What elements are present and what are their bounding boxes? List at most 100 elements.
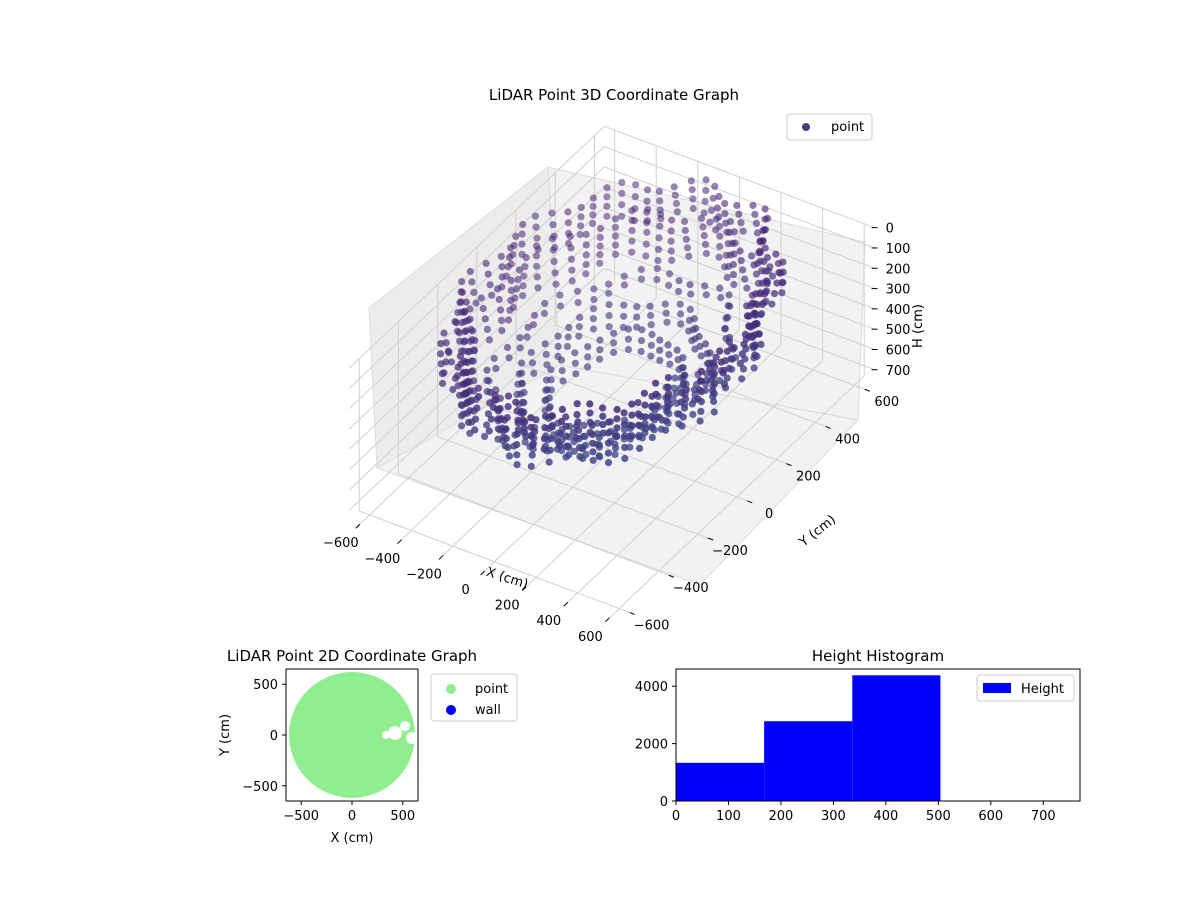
tick-label-z-3d: 200 bbox=[886, 262, 911, 277]
legend-2d-marker-point bbox=[446, 684, 456, 694]
point-3d bbox=[743, 284, 751, 292]
point-3d bbox=[504, 392, 513, 400]
point-3d bbox=[605, 280, 613, 288]
point-3d bbox=[611, 250, 620, 258]
point-3d bbox=[514, 275, 522, 284]
point-3d bbox=[635, 433, 643, 441]
point-3d bbox=[545, 458, 553, 466]
tick-label-x-hist: 0 bbox=[672, 809, 680, 824]
point-3d bbox=[557, 356, 566, 364]
point-3d bbox=[489, 403, 497, 411]
point-3d bbox=[706, 365, 714, 373]
point-3d bbox=[648, 412, 656, 420]
point-3d bbox=[628, 400, 636, 408]
point-3d bbox=[589, 211, 597, 219]
point-3d bbox=[620, 432, 629, 440]
tick-y-3d bbox=[629, 611, 635, 615]
point-3d bbox=[471, 426, 479, 434]
point-3d bbox=[470, 377, 478, 385]
point-3d bbox=[636, 444, 644, 452]
point-3d bbox=[657, 210, 665, 218]
point-3d bbox=[485, 427, 493, 435]
point-3d bbox=[779, 278, 787, 286]
point-3d bbox=[531, 212, 540, 220]
point-3d bbox=[679, 380, 687, 388]
tick-label-y-3d: −600 bbox=[634, 618, 670, 633]
point-3d bbox=[760, 290, 769, 298]
point-3d bbox=[729, 271, 738, 279]
point-3d bbox=[533, 262, 541, 270]
point-3d bbox=[568, 277, 576, 285]
point-3d bbox=[634, 410, 642, 418]
point-3d bbox=[666, 270, 674, 278]
tick-label-x-hist: 200 bbox=[769, 809, 794, 824]
point-3d bbox=[686, 305, 695, 313]
point-3d bbox=[497, 306, 505, 314]
point-3d bbox=[540, 445, 548, 453]
point-3d bbox=[662, 309, 670, 317]
point-3d bbox=[674, 287, 683, 296]
point-3d bbox=[653, 265, 662, 273]
point-3d bbox=[750, 261, 758, 269]
point-3d bbox=[599, 421, 607, 429]
point-3d bbox=[697, 367, 706, 375]
point-3d bbox=[481, 315, 489, 323]
tick-label-x-3d: −400 bbox=[365, 552, 401, 567]
point-3d bbox=[647, 352, 655, 360]
point-3d bbox=[520, 424, 528, 432]
grid-line bbox=[567, 360, 823, 603]
chart-3d-ylabel: Y (cm) bbox=[796, 512, 839, 550]
point-3d bbox=[620, 272, 628, 280]
point-3d bbox=[664, 341, 672, 349]
point-3d bbox=[604, 418, 613, 426]
point-3d bbox=[534, 284, 542, 292]
point-3d bbox=[757, 340, 765, 348]
point-3d bbox=[458, 422, 466, 430]
chart-hist-frame bbox=[675, 668, 1081, 802]
tick-label-x-hist: 600 bbox=[978, 809, 1003, 824]
point-3d bbox=[679, 413, 687, 421]
point-3d bbox=[520, 388, 528, 396]
point-3d bbox=[564, 208, 572, 216]
point-3d bbox=[572, 370, 580, 378]
point-3d bbox=[621, 443, 629, 451]
point-3d bbox=[641, 413, 650, 421]
point-3d bbox=[723, 374, 731, 382]
point-3d bbox=[720, 380, 729, 388]
point-3d bbox=[662, 417, 670, 425]
point-3d bbox=[721, 210, 729, 218]
point-3d bbox=[642, 240, 650, 248]
point-3d bbox=[553, 436, 561, 444]
point-3d bbox=[513, 451, 521, 459]
point-3d bbox=[715, 192, 723, 201]
point-3d bbox=[710, 408, 718, 416]
point-3d bbox=[682, 235, 690, 243]
point-3d bbox=[648, 330, 656, 339]
point-3d bbox=[620, 409, 628, 417]
point-3d bbox=[556, 291, 564, 299]
histogram-bar bbox=[764, 721, 853, 801]
point-3d bbox=[533, 242, 541, 250]
point-3d bbox=[557, 429, 565, 438]
point-3d bbox=[574, 299, 582, 307]
point-3d bbox=[470, 288, 478, 296]
point-3d bbox=[729, 260, 738, 269]
point-3d bbox=[596, 242, 604, 250]
tick-label-x-hist: 700 bbox=[1031, 809, 1056, 824]
point-3d bbox=[668, 256, 676, 264]
tick-label-y-3d: 200 bbox=[796, 470, 821, 485]
point-3d bbox=[547, 366, 555, 374]
point-3d bbox=[611, 241, 620, 249]
point-3d bbox=[487, 415, 495, 423]
point-3d bbox=[596, 233, 604, 241]
point-3d bbox=[519, 398, 527, 406]
point-3d bbox=[512, 398, 520, 406]
point-3d bbox=[778, 289, 786, 297]
point-3d bbox=[643, 197, 651, 205]
point-3d bbox=[680, 217, 689, 225]
point-3d bbox=[442, 358, 450, 366]
point-3d bbox=[764, 267, 773, 275]
point-3d bbox=[577, 213, 585, 221]
point-3d bbox=[523, 333, 531, 341]
point-3d bbox=[506, 306, 514, 314]
